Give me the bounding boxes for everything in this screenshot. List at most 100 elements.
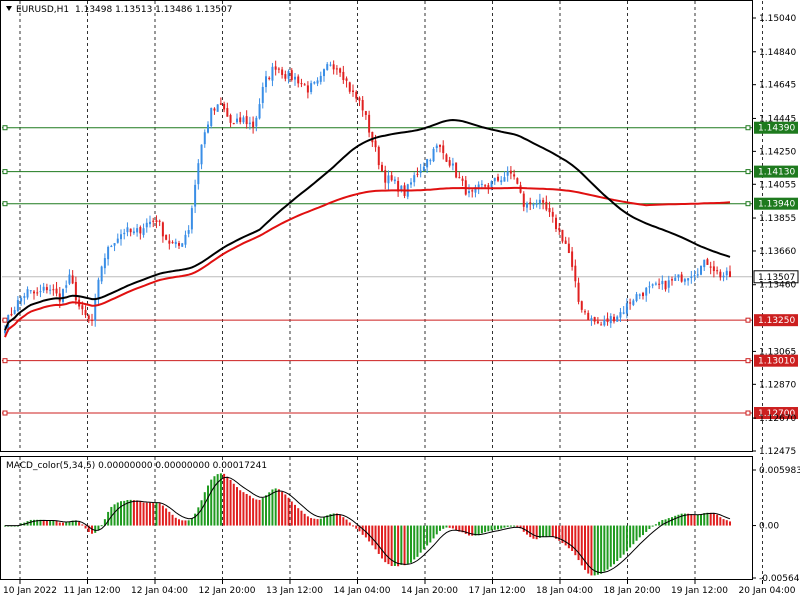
macd-bar <box>577 525 580 561</box>
candle-body <box>497 176 499 181</box>
macd-bar <box>126 500 129 526</box>
candle-body <box>97 279 100 300</box>
macd-bar <box>113 504 116 526</box>
time-label: 12 Jan 04:00 <box>131 586 188 596</box>
level-lines: 1.14390 1.14130 1.13940 1.13250 1.13010 1.127… <box>2 121 799 420</box>
macd-bar <box>526 525 528 535</box>
candle-body <box>548 207 551 213</box>
candle-body <box>332 64 335 70</box>
candle-body <box>213 108 216 111</box>
candle-body <box>667 280 670 288</box>
macd-bar <box>493 525 496 530</box>
candle-body <box>561 229 564 242</box>
macd-bar <box>548 525 551 537</box>
macd-bar <box>103 519 106 526</box>
candle-body <box>20 298 23 302</box>
macd-bar <box>252 498 255 526</box>
candle-body <box>571 251 574 267</box>
level-anchor <box>745 317 751 323</box>
candle-body <box>107 246 110 260</box>
candle-body <box>187 230 190 234</box>
macd-bar <box>654 524 657 526</box>
macd-bar <box>390 525 393 567</box>
macd-bar <box>319 518 322 526</box>
candle-body <box>29 290 32 292</box>
macd-bar <box>342 517 345 526</box>
macd-bar <box>152 503 155 526</box>
macd-bar <box>509 525 512 527</box>
macd-bar <box>683 513 686 526</box>
time-label: 11 Jan 12:00 <box>64 586 121 596</box>
candle-body <box>555 217 557 230</box>
level-price-box <box>754 197 798 210</box>
candle-body <box>680 274 683 282</box>
candle-body <box>606 318 609 323</box>
price-tick-label: 1.12475 <box>759 447 796 457</box>
macd-bar <box>403 525 406 566</box>
macd-bar <box>468 525 470 536</box>
current-price-label: 1.13507 <box>758 273 795 283</box>
macd-bar <box>68 521 71 526</box>
macd-bar <box>242 492 245 526</box>
macd-bar <box>397 525 400 567</box>
ohlc-label: 1.13498 1.13513 1.13486 1.13507 <box>75 5 232 15</box>
collapse-triangle-icon[interactable] <box>6 6 12 11</box>
candle-body <box>65 285 68 288</box>
macd-bar <box>332 513 335 526</box>
candle-body <box>81 305 84 310</box>
candle-body <box>587 312 590 321</box>
candle-body <box>132 231 135 234</box>
candle-body <box>58 293 61 302</box>
macd-bar <box>535 525 538 540</box>
macd-bar <box>625 525 628 552</box>
candle-body <box>348 82 351 92</box>
candle-body <box>542 200 545 203</box>
macd-bar <box>358 525 361 532</box>
macd-bar <box>400 525 403 565</box>
level-anchor <box>2 358 8 364</box>
candle-body <box>429 160 432 162</box>
candle-body <box>709 266 712 268</box>
macd-bar <box>474 525 477 536</box>
candle-body <box>342 71 345 80</box>
macd-bar <box>129 499 132 526</box>
candle-body <box>451 163 454 166</box>
candle-body <box>49 289 52 291</box>
candle-body <box>703 259 706 268</box>
candle-body <box>174 241 177 245</box>
candle-body <box>194 184 197 207</box>
macd-bar <box>49 520 52 526</box>
candle-body <box>661 280 664 285</box>
candle-body <box>490 181 493 187</box>
macd-bar <box>393 525 396 566</box>
macd-bar <box>567 525 570 549</box>
candle-body <box>258 104 261 119</box>
macd-bar <box>284 494 287 526</box>
candle-body <box>671 279 673 281</box>
macd-tick-label: 0.0059831 <box>759 466 800 476</box>
macd-bar <box>377 525 380 554</box>
candle-body <box>677 274 680 278</box>
macd-bar <box>120 501 122 526</box>
candle-body <box>619 312 622 318</box>
level-anchor <box>745 410 751 416</box>
macd-bar <box>316 519 319 526</box>
candle-body <box>558 228 561 231</box>
time-label: 13 Jan 12:00 <box>266 586 323 596</box>
candle-body <box>274 66 277 70</box>
candle-body <box>577 282 580 302</box>
candle-body <box>23 296 26 298</box>
macd-bar <box>700 514 702 526</box>
macd-bar <box>674 515 677 526</box>
candle-body <box>687 278 690 281</box>
candle-body <box>261 86 264 103</box>
macd-bar <box>719 517 722 526</box>
candle-body <box>419 170 422 173</box>
time-label: 10 Jan 2022 <box>3 586 57 596</box>
macd-signal-line <box>5 476 731 574</box>
macd-bar <box>416 525 419 557</box>
macd-bar <box>306 516 309 526</box>
macd-bar <box>326 515 329 526</box>
